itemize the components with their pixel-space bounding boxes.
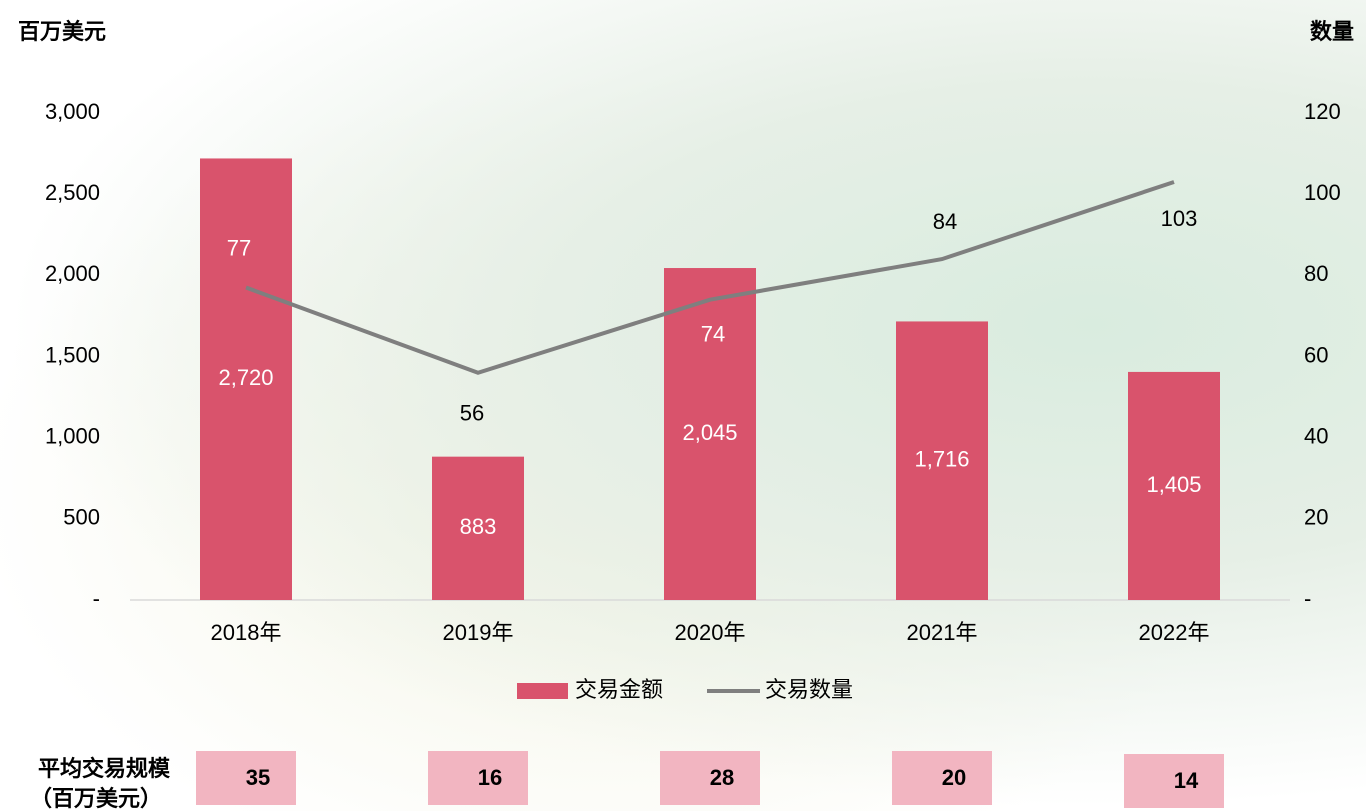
x-tick-label: 2019年 xyxy=(443,620,514,645)
y-tick-label: 3,000 xyxy=(45,99,100,124)
x-tick-label: 2022年 xyxy=(1139,620,1210,645)
x-tick-label: 2018年 xyxy=(211,620,282,645)
bar-value-label: 2,045 xyxy=(682,420,737,445)
y-tick-label: 1,500 xyxy=(45,342,100,367)
x-tick-label: 2020年 xyxy=(675,620,746,645)
legend-swatch xyxy=(517,683,568,699)
y-tick-label: 500 xyxy=(63,505,100,530)
line-value-label: 84 xyxy=(933,209,957,234)
y-axis-title: 百万美元 xyxy=(18,19,106,44)
y2-tick-label: - xyxy=(1304,586,1311,611)
x-tick-label: 2021年 xyxy=(907,620,978,645)
bar-value-label: 1,716 xyxy=(914,447,969,472)
y-tick-label: 2,000 xyxy=(45,261,100,286)
y-tick-label: - xyxy=(93,586,100,611)
avg-value: 20 xyxy=(942,765,966,790)
bar-value-label: 2,720 xyxy=(218,365,273,390)
legend-label: 交易数量 xyxy=(765,677,853,702)
bar-value-label: 1,405 xyxy=(1146,472,1201,497)
y2-tick-label: 120 xyxy=(1304,99,1341,124)
y2-tick-label: 40 xyxy=(1304,423,1328,448)
y2-axis-title: 数量 xyxy=(1310,19,1354,44)
y2-tick-label: 100 xyxy=(1304,180,1341,205)
line-value-label: 103 xyxy=(1161,206,1198,231)
avg-value: 16 xyxy=(478,765,502,790)
y2-tick-label: 80 xyxy=(1304,261,1328,286)
line-value-label: 74 xyxy=(701,321,725,346)
bar-value-label: 883 xyxy=(460,514,497,539)
y-tick-label: 2,500 xyxy=(45,180,100,205)
avg-value: 28 xyxy=(710,765,734,790)
page: 百万美元 数量 - 500 1,000 1,500 2,000 2,500 3,000 - 20… xyxy=(0,0,1366,811)
y2-tick-label: 60 xyxy=(1304,342,1328,367)
line-value-label: 56 xyxy=(460,401,484,426)
legend-label: 交易金额 xyxy=(575,677,663,702)
y-tick-label: 1,000 xyxy=(45,423,100,448)
avg-value: 35 xyxy=(246,765,270,790)
avg-value: 14 xyxy=(1174,768,1199,793)
y2-tick-label: 20 xyxy=(1304,505,1328,530)
row-label: （百万美元） xyxy=(30,786,162,811)
line-value-label: 77 xyxy=(227,235,251,260)
chart: 百万美元 数量 - 500 1,000 1,500 2,000 2,500 3,000 - 20… xyxy=(0,0,1366,811)
row-label: 平均交易规模 xyxy=(38,756,171,781)
